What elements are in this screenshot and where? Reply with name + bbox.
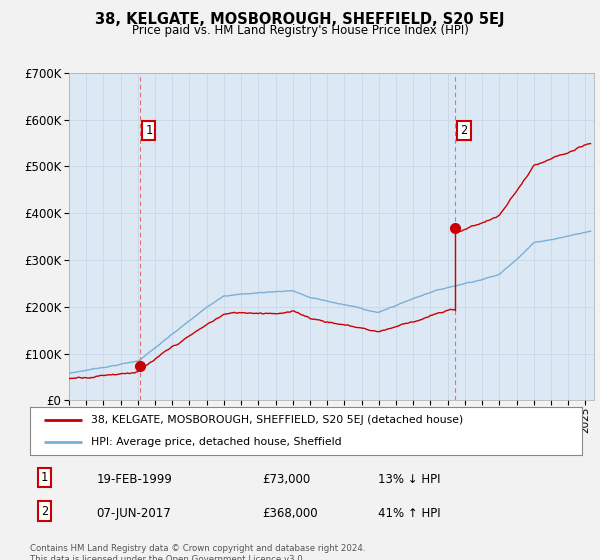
Text: 38, KELGATE, MOSBOROUGH, SHEFFIELD, S20 5EJ (detached house): 38, KELGATE, MOSBOROUGH, SHEFFIELD, S20 … bbox=[91, 415, 463, 425]
Text: 2: 2 bbox=[41, 505, 48, 517]
Text: Price paid vs. HM Land Registry's House Price Index (HPI): Price paid vs. HM Land Registry's House … bbox=[131, 24, 469, 36]
Text: 13% ↓ HPI: 13% ↓ HPI bbox=[378, 473, 440, 486]
Text: 07-JUN-2017: 07-JUN-2017 bbox=[96, 507, 171, 520]
Text: 19-FEB-1999: 19-FEB-1999 bbox=[96, 473, 172, 486]
Text: 1: 1 bbox=[41, 471, 48, 484]
Text: 38, KELGATE, MOSBOROUGH, SHEFFIELD, S20 5EJ: 38, KELGATE, MOSBOROUGH, SHEFFIELD, S20 … bbox=[95, 12, 505, 27]
Text: HPI: Average price, detached house, Sheffield: HPI: Average price, detached house, Shef… bbox=[91, 437, 341, 447]
Text: 41% ↑ HPI: 41% ↑ HPI bbox=[378, 507, 440, 520]
Text: £73,000: £73,000 bbox=[262, 473, 310, 486]
Text: 1: 1 bbox=[145, 124, 152, 137]
Text: Contains HM Land Registry data © Crown copyright and database right 2024.
This d: Contains HM Land Registry data © Crown c… bbox=[30, 544, 365, 560]
Text: £368,000: £368,000 bbox=[262, 507, 317, 520]
Text: 2: 2 bbox=[460, 124, 467, 137]
